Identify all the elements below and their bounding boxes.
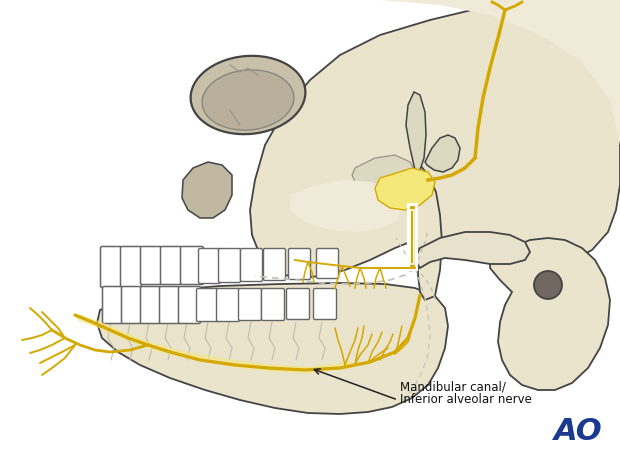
FancyBboxPatch shape [100, 246, 122, 287]
FancyBboxPatch shape [241, 248, 262, 281]
FancyBboxPatch shape [197, 289, 219, 321]
FancyBboxPatch shape [262, 289, 285, 320]
Text: Inferior alveolar nerve: Inferior alveolar nerve [400, 393, 532, 406]
FancyBboxPatch shape [198, 248, 221, 284]
FancyBboxPatch shape [286, 289, 309, 319]
Polygon shape [490, 238, 610, 390]
Polygon shape [406, 92, 426, 170]
Text: Mandibular canal/: Mandibular canal/ [400, 380, 506, 393]
Text: AO: AO [554, 418, 602, 447]
Polygon shape [415, 232, 530, 268]
FancyBboxPatch shape [122, 286, 141, 324]
FancyBboxPatch shape [288, 248, 311, 280]
FancyBboxPatch shape [314, 289, 337, 319]
FancyBboxPatch shape [239, 289, 262, 320]
Polygon shape [290, 180, 402, 232]
FancyBboxPatch shape [264, 248, 285, 280]
FancyBboxPatch shape [180, 246, 203, 285]
Polygon shape [412, 165, 442, 300]
FancyBboxPatch shape [218, 248, 241, 282]
FancyBboxPatch shape [120, 246, 141, 287]
FancyBboxPatch shape [216, 289, 239, 321]
Ellipse shape [202, 70, 294, 130]
Polygon shape [375, 168, 435, 210]
Polygon shape [310, 0, 620, 145]
Circle shape [534, 271, 562, 299]
Polygon shape [250, 0, 620, 278]
Ellipse shape [190, 56, 306, 134]
Polygon shape [97, 283, 448, 414]
FancyBboxPatch shape [141, 246, 161, 285]
Polygon shape [352, 155, 418, 205]
Polygon shape [425, 135, 460, 172]
Circle shape [170, 293, 180, 303]
FancyBboxPatch shape [159, 286, 180, 324]
FancyBboxPatch shape [102, 286, 123, 324]
FancyBboxPatch shape [316, 248, 339, 279]
FancyBboxPatch shape [179, 286, 200, 324]
Polygon shape [182, 162, 232, 218]
FancyBboxPatch shape [141, 286, 161, 324]
FancyBboxPatch shape [161, 246, 182, 285]
